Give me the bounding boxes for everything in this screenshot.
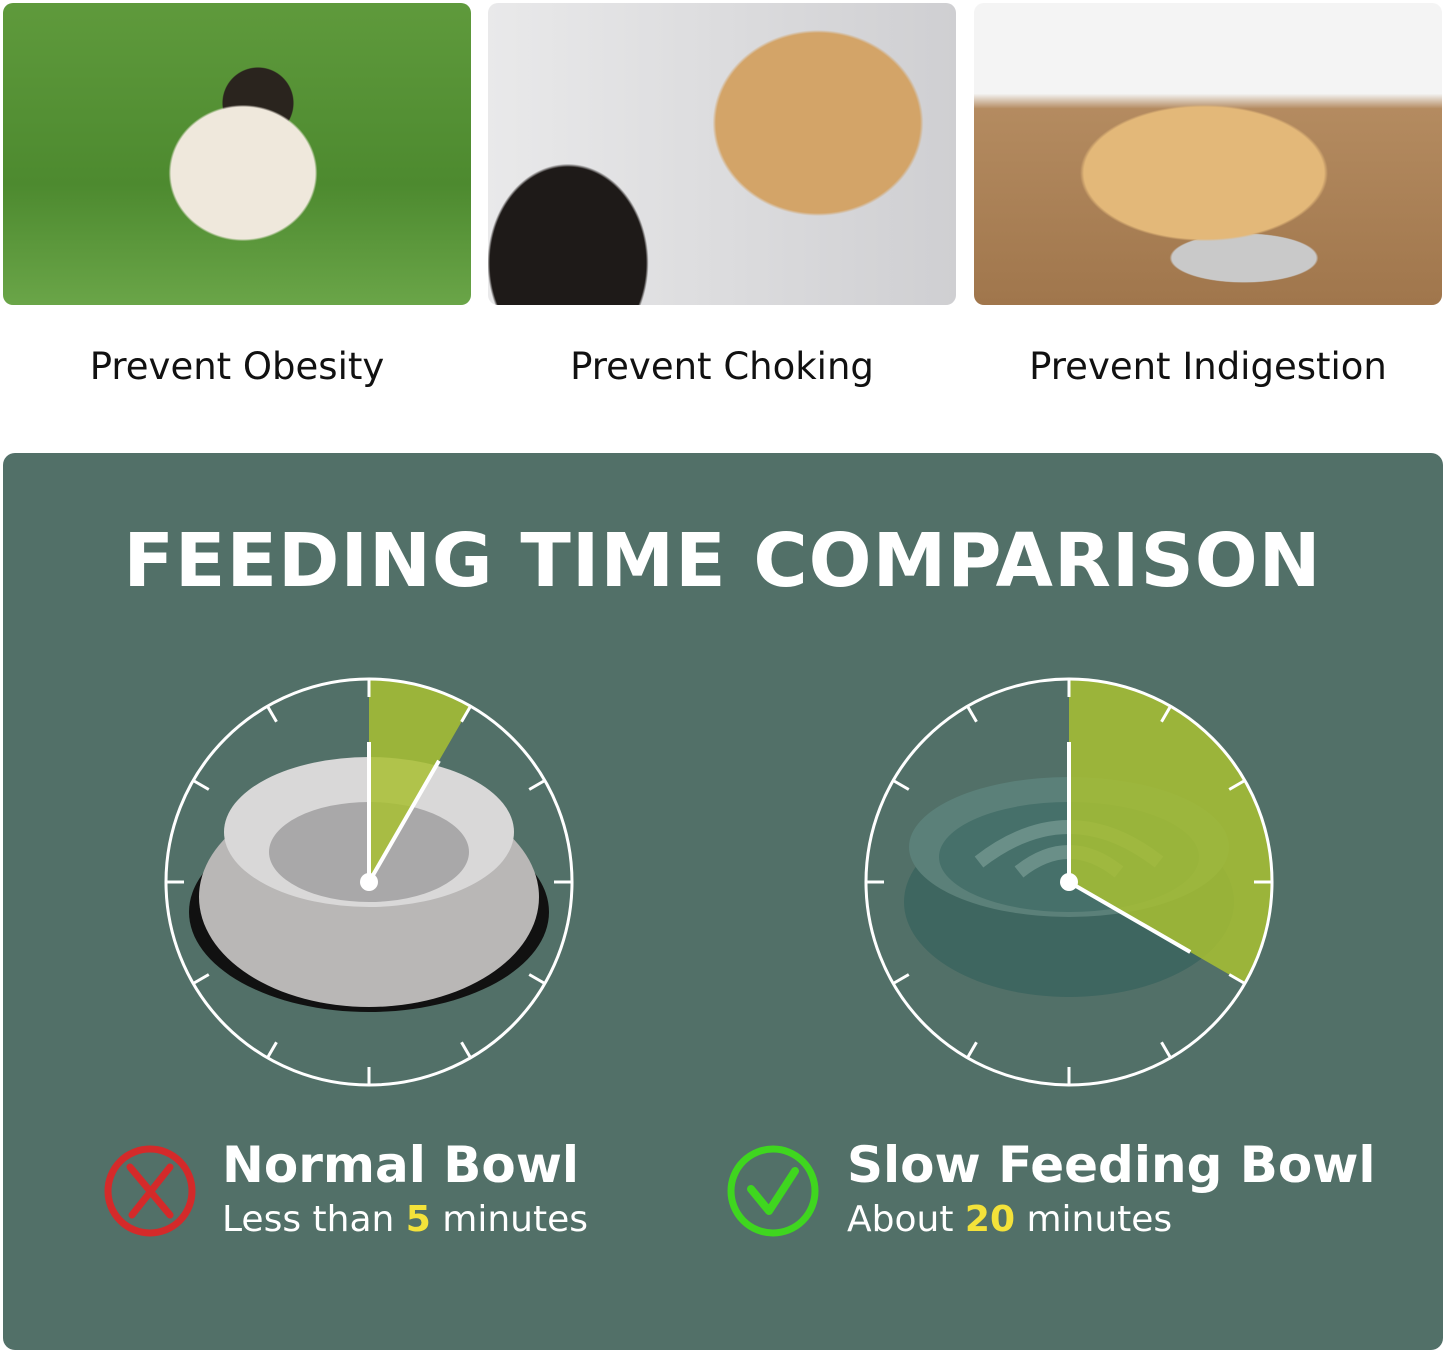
clock-tick bbox=[1160, 705, 1172, 723]
clock-tick bbox=[1160, 1041, 1172, 1059]
clock-tick bbox=[528, 973, 546, 985]
clock-center bbox=[360, 873, 378, 891]
clock-tick bbox=[1228, 779, 1246, 791]
clock-tick bbox=[528, 779, 546, 791]
time-prefix: About bbox=[847, 1199, 965, 1240]
normal-bowl-label: Normal Bowl Less than 5 minutes bbox=[222, 1135, 588, 1245]
clock-tick bbox=[192, 779, 210, 791]
clock-tick bbox=[1228, 973, 1246, 985]
clock-center bbox=[1060, 873, 1078, 891]
x-circle-icon bbox=[104, 1145, 196, 1237]
time-prefix: Less than bbox=[222, 1199, 406, 1240]
normal-bowl-clock bbox=[164, 677, 574, 1087]
slow-bowl-time: About 20 minutes bbox=[847, 1195, 1376, 1245]
clock-tick bbox=[266, 1041, 278, 1059]
clock-tick bbox=[266, 705, 278, 723]
clock-tick bbox=[966, 705, 978, 723]
clock-tick bbox=[460, 705, 472, 723]
clock-end-hand bbox=[367, 759, 441, 884]
elapsed-time-sector bbox=[1069, 679, 1272, 984]
clock-tick bbox=[892, 779, 910, 791]
check-circle-icon bbox=[727, 1145, 819, 1237]
caption-choking: Prevent Choking bbox=[570, 345, 874, 388]
time-value: 20 bbox=[964, 1199, 1015, 1240]
comparison-title: FEEDING TIME COMPARISON bbox=[123, 518, 1322, 604]
normal-bowl-name: Normal Bowl bbox=[222, 1136, 580, 1194]
clock-tick bbox=[892, 973, 910, 985]
clock-tick bbox=[460, 1041, 472, 1059]
dog-indigestion-photo bbox=[974, 3, 1442, 305]
clock-tick bbox=[192, 973, 210, 985]
pug-photo bbox=[3, 3, 471, 305]
slow-bowl-clock bbox=[864, 677, 1274, 1087]
clock-end-hand bbox=[1068, 880, 1192, 954]
time-value: 5 bbox=[405, 1199, 431, 1240]
elapsed-time-sector bbox=[369, 679, 471, 882]
caption-indigestion: Prevent Indigestion bbox=[1029, 345, 1387, 388]
time-suffix: minutes bbox=[1015, 1199, 1173, 1240]
normal-bowl-time: Less than 5 minutes bbox=[222, 1195, 588, 1245]
slow-bowl-name: Slow Feeding Bowl bbox=[847, 1136, 1376, 1194]
slow-bowl-label: Slow Feeding Bowl About 20 minutes bbox=[847, 1135, 1376, 1245]
caption-obesity: Prevent Obesity bbox=[89, 345, 385, 388]
clock-tick bbox=[966, 1041, 978, 1059]
dog-choking-photo bbox=[488, 3, 956, 305]
time-suffix: minutes bbox=[430, 1199, 589, 1240]
